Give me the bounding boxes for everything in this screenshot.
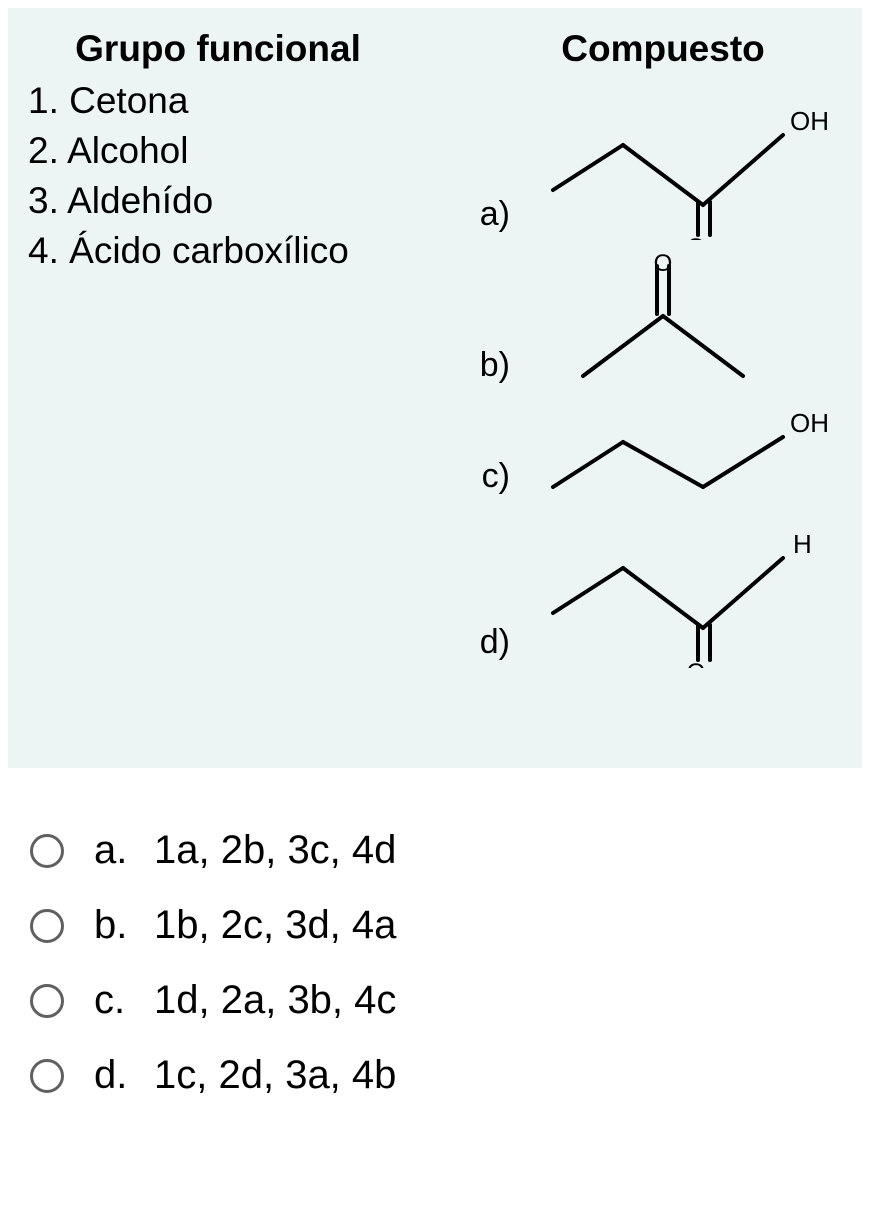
compound-b-row: b) O [468, 246, 858, 391]
oxygen-label: O [687, 659, 706, 668]
option-a-text: 1a, 2b, 3c, 4d [154, 828, 396, 873]
oh-label: OH [790, 106, 829, 136]
group-2: 2. Alcohol [28, 126, 458, 176]
oxygen-label: O [654, 250, 673, 277]
option-c-letter: c. [94, 978, 154, 1023]
option-d-row[interactable]: d. 1c, 2d, 3a, 4b [30, 1053, 870, 1098]
option-d-text: 1c, 2d, 3a, 4b [154, 1053, 396, 1098]
group-4: 4. Ácido carboxílico [28, 226, 458, 276]
compound-b-structure: O [518, 246, 858, 391]
compound-c-row: c) OH [468, 397, 858, 502]
answer-options: a. 1a, 2b, 3c, 4d b. 1b, 2c, 3d, 4a c. 1… [30, 828, 870, 1098]
option-d-letter: d. [94, 1053, 154, 1098]
compound-c-label: c) [468, 457, 518, 502]
option-b-text: 1b, 2c, 3d, 4a [154, 903, 396, 948]
compound-a-row: a) O OH [468, 80, 858, 240]
h-label: H [793, 529, 812, 559]
compound-a-structure: O OH [518, 80, 858, 240]
option-b-letter: b. [94, 903, 154, 948]
option-c-row[interactable]: c. 1d, 2a, 3b, 4c [30, 978, 870, 1023]
compound-c-structure: OH [518, 397, 858, 502]
compound-a-label: a) [468, 195, 518, 240]
oh-label: OH [790, 408, 829, 438]
compound-b-label: b) [468, 346, 518, 391]
compound-d-label: d) [468, 623, 518, 668]
right-column: Compuesto a) O OH b) [468, 28, 858, 674]
question-box: Grupo funcional 1. Cetona 2. Alcohol 3. … [8, 8, 862, 768]
radio-c[interactable] [30, 984, 64, 1018]
group-3: 3. Aldehído [28, 176, 458, 226]
radio-a[interactable] [30, 834, 64, 868]
header-compound: Compuesto [468, 28, 858, 70]
radio-b[interactable] [30, 909, 64, 943]
option-c-text: 1d, 2a, 3b, 4c [154, 978, 396, 1023]
left-column: Grupo funcional 1. Cetona 2. Alcohol 3. … [28, 28, 458, 276]
option-a-row[interactable]: a. 1a, 2b, 3c, 4d [30, 828, 870, 873]
group-1: 1. Cetona [28, 76, 458, 126]
option-a-letter: a. [94, 828, 154, 873]
radio-d[interactable] [30, 1059, 64, 1093]
option-b-row[interactable]: b. 1b, 2c, 3d, 4a [30, 903, 870, 948]
oxygen-label: O [687, 234, 706, 240]
compound-d-structure: O H [518, 508, 858, 668]
header-functional-group: Grupo funcional [28, 28, 408, 70]
compound-d-row: d) O H [468, 508, 858, 668]
